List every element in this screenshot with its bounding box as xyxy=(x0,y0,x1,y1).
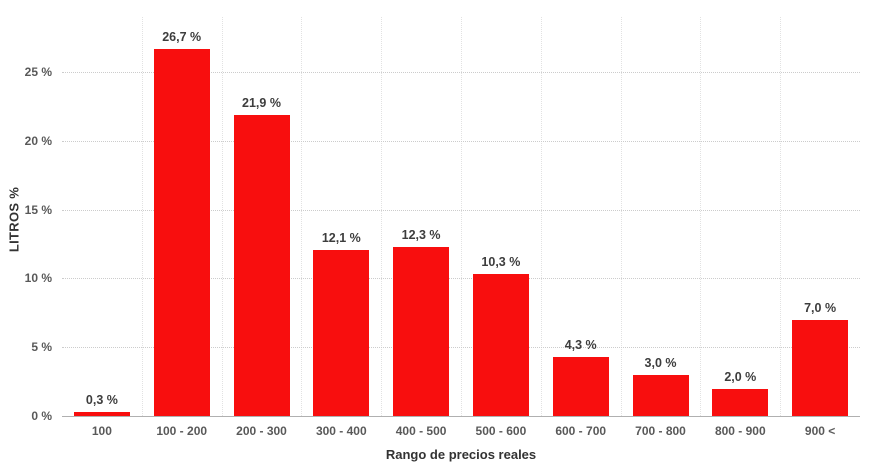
y-gridline xyxy=(62,140,860,142)
y-tick-label: 25 % xyxy=(24,65,52,79)
y-tick-label: 10 % xyxy=(24,271,52,286)
bar-value-label: 3,0 % xyxy=(644,355,677,370)
x-axis-ticks: 100 100 - 200 200 - 300 300 - 400 400 - 500 5… xyxy=(62,424,860,440)
x-tick-label: 500 - 600 xyxy=(475,424,527,438)
bar-value-label: 12,1 % xyxy=(321,230,361,245)
bar-value-label: 21,9 % xyxy=(242,95,281,110)
x-gridline xyxy=(700,17,702,416)
y-gridline xyxy=(62,347,860,349)
y-gridline xyxy=(62,416,860,417)
bar xyxy=(393,246,450,416)
x-tick-label: 100 xyxy=(91,424,112,438)
bar xyxy=(313,249,370,416)
x-gridline xyxy=(461,17,462,416)
x-tick-label: 800 - 900 xyxy=(714,424,766,438)
x-gridline xyxy=(301,17,303,416)
bar-value-label: 2,0 % xyxy=(724,369,757,384)
bar xyxy=(712,388,769,416)
x-tick-label: 700 - 800 xyxy=(635,424,686,438)
x-gridline xyxy=(540,17,542,416)
bar-value-label: 12,3 % xyxy=(401,227,441,242)
bar xyxy=(233,114,290,416)
x-gridline xyxy=(141,17,143,416)
y-gridline xyxy=(62,209,860,211)
x-gridline xyxy=(381,17,383,416)
bar xyxy=(792,319,849,416)
bar xyxy=(632,374,689,416)
bar-value-label: 7,0 % xyxy=(804,300,837,315)
y-tick-label: 15 % xyxy=(24,202,52,217)
x-tick-label: 200 - 300 xyxy=(236,424,287,438)
x-gridline xyxy=(221,17,223,416)
y-gridline xyxy=(62,72,860,73)
x-axis-title: Rango de precios reales xyxy=(385,447,537,462)
bar xyxy=(153,48,210,416)
y-gridline xyxy=(62,278,860,280)
y-tick-label: 0 % xyxy=(31,409,52,423)
x-gridline xyxy=(620,17,622,416)
x-gridline xyxy=(780,17,782,416)
x-tick-label: 900 < xyxy=(804,424,836,438)
bar-value-label: 0,3 % xyxy=(85,392,118,407)
x-tick-label: 100 - 200 xyxy=(156,424,208,438)
bar-value-label: 4,3 % xyxy=(564,337,597,352)
bar xyxy=(552,356,609,416)
plot-area: 0,3 % 26,7 % 21,9 % 12,1 % 12,3 % 10,3 % 4,3 %… xyxy=(62,17,860,417)
x-tick-label: 300 - 400 xyxy=(315,424,367,438)
bar-value-label: 10,3 % xyxy=(481,255,521,270)
x-tick-label: 400 - 500 xyxy=(395,424,447,438)
bar-value-label: 26,7 % xyxy=(162,29,202,44)
y-axis-ticks: 0 % 5 % 10 % 15 % 20 % 25 % xyxy=(0,17,52,423)
y-tick-label: 5 % xyxy=(31,340,52,355)
x-tick-label: 600 - 700 xyxy=(555,424,607,438)
bar xyxy=(472,274,529,416)
bar xyxy=(73,411,130,416)
y-tick-label: 20 % xyxy=(24,133,52,148)
